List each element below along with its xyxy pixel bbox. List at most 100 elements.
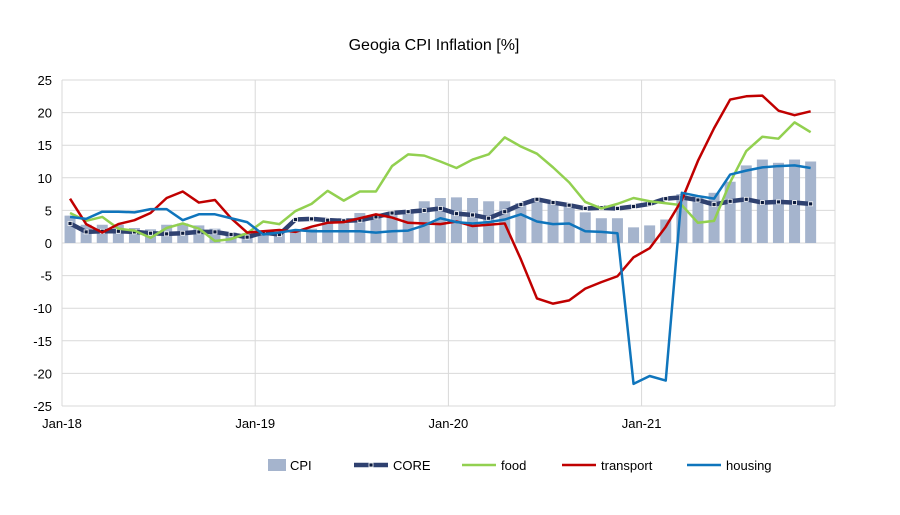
legend-item-transport: transport <box>562 458 653 473</box>
legend-label: transport <box>601 458 653 473</box>
core-marker <box>695 197 701 203</box>
core-marker <box>470 212 475 218</box>
legend-label: CPI <box>290 458 312 473</box>
core-marker <box>759 200 765 205</box>
x-tick-label: Jan-20 <box>429 416 469 431</box>
cpi-bar <box>467 198 479 243</box>
core-marker <box>212 229 218 235</box>
cpi-bar <box>128 228 140 243</box>
legend-marker <box>368 462 374 468</box>
y-tick-label: 0 <box>45 236 52 251</box>
cpi-bar <box>579 212 591 243</box>
cpi-bar <box>450 197 462 243</box>
cpi-bar <box>402 211 414 243</box>
cpi-bar <box>644 225 656 243</box>
cpi-bar <box>289 230 301 243</box>
cpi-bar <box>515 203 527 243</box>
series-lines <box>67 94 814 386</box>
legend-item-food: food <box>462 458 526 473</box>
core-marker <box>244 234 250 240</box>
cpi-bar <box>273 232 285 243</box>
core-marker <box>389 210 395 216</box>
core-marker <box>309 216 314 222</box>
core-marker <box>67 221 73 226</box>
core-marker <box>808 201 814 207</box>
cpi-bar <box>724 181 736 243</box>
core-marker <box>486 215 492 221</box>
y-tick-label: -20 <box>33 366 52 381</box>
y-tick-label: 15 <box>38 138 52 153</box>
series-housing <box>69 164 811 386</box>
core-marker <box>743 196 749 202</box>
core-marker <box>631 204 636 209</box>
core-marker <box>502 209 508 215</box>
chart-title: Geogia CPI Inflation [%] <box>349 37 520 54</box>
y-tick-label: 20 <box>38 106 52 121</box>
legend-label: food <box>501 458 526 473</box>
legend-swatch <box>268 459 286 471</box>
cpi-bar <box>499 201 511 243</box>
cpi-bar <box>434 198 446 243</box>
core-marker <box>776 199 781 205</box>
food-line <box>69 121 812 243</box>
cpi-bar <box>257 232 269 243</box>
cpi-bar <box>386 213 398 243</box>
series-food <box>69 121 812 243</box>
y-tick-label: -15 <box>33 334 52 349</box>
cpi-bar <box>418 201 430 243</box>
legend-item-cpi: CPI <box>268 458 312 473</box>
x-tick-label: Jan-18 <box>42 416 82 431</box>
legend-item-housing: housing <box>687 458 772 473</box>
x-tick-label: Jan-21 <box>622 416 662 431</box>
y-tick-label: 25 <box>38 73 52 88</box>
core-marker <box>518 202 524 207</box>
cpi-bar <box>611 218 623 243</box>
core-marker <box>228 232 234 237</box>
cpi-bar <box>64 215 76 243</box>
core-marker <box>727 198 733 204</box>
core-marker <box>421 207 427 213</box>
cpi-bar <box>676 194 688 243</box>
cpi-bar <box>209 228 221 243</box>
x-axis: Jan-18 Jan-19 Jan-20 Jan-21 <box>42 416 661 431</box>
x-tick-label: Jan-19 <box>235 416 275 431</box>
core-marker <box>83 229 89 235</box>
core-marker <box>615 206 620 211</box>
cpi-bar <box>370 214 382 243</box>
y-tick-label: -25 <box>33 399 52 414</box>
core-marker <box>405 209 411 215</box>
cpi-bar <box>354 213 366 243</box>
core-marker <box>148 230 153 236</box>
core-marker <box>454 211 459 217</box>
cpi-bar <box>595 218 607 243</box>
core-marker <box>582 206 588 211</box>
transport-line <box>68 94 811 305</box>
core-marker <box>164 231 170 237</box>
series-transport <box>68 94 811 305</box>
cpi-bar <box>740 165 752 243</box>
core-marker <box>711 202 717 207</box>
core-marker <box>566 202 572 208</box>
core-marker <box>293 217 298 222</box>
core-marker <box>792 200 797 205</box>
y-axis: -25 -20 -15 -10 -5 0 5 10 15 20 25 <box>33 73 52 414</box>
cpi-bar <box>96 224 108 243</box>
cpi-bar <box>660 219 672 243</box>
cpi-bar <box>628 227 640 243</box>
y-tick-label: 5 <box>45 203 52 218</box>
core-marker <box>180 230 186 236</box>
core-marker <box>437 206 443 211</box>
cpi-bar <box>306 228 318 243</box>
legend-item-core: CORE <box>354 458 431 473</box>
cpi-bar <box>145 229 157 243</box>
y-tick-label: -5 <box>40 269 52 284</box>
cpi-bar <box>112 224 124 243</box>
core-marker <box>550 200 556 205</box>
core-marker <box>663 196 669 202</box>
legend-label: housing <box>726 458 772 473</box>
y-tick-label: 10 <box>38 171 52 186</box>
y-tick-label: -10 <box>33 301 52 316</box>
housing-line <box>69 164 811 386</box>
